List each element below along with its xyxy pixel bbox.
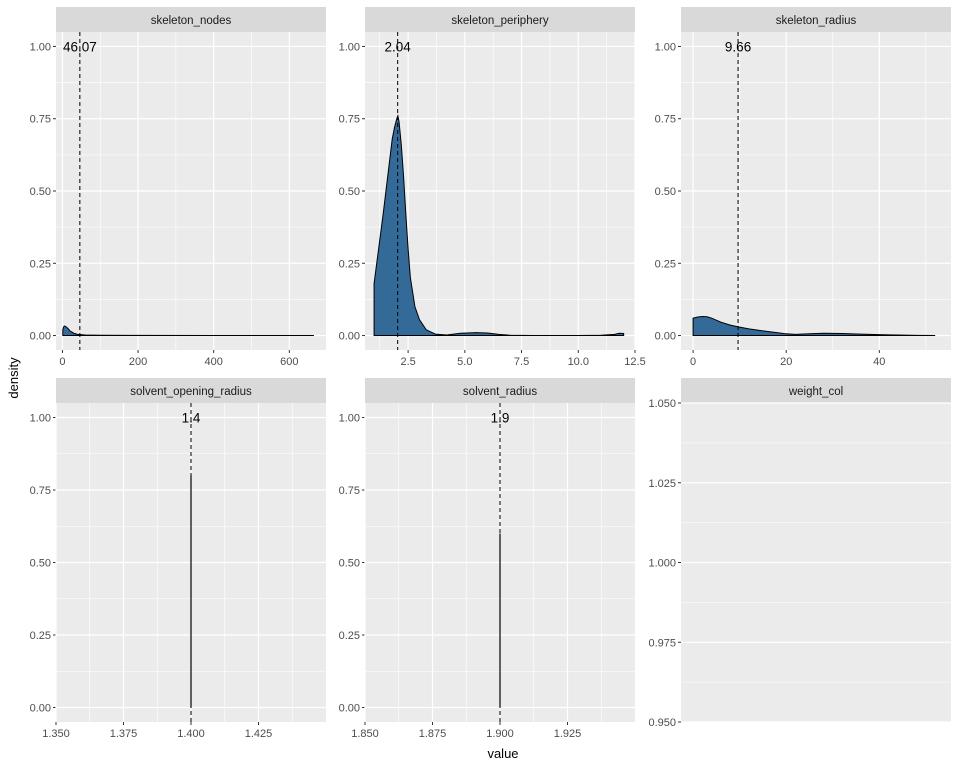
y-tick-label: 0.50 xyxy=(30,558,51,570)
y-tick-label: 0.25 xyxy=(655,258,676,270)
x-tick-label: 0 xyxy=(59,356,65,368)
y-tick-label: 0.00 xyxy=(655,331,676,343)
y-tick-label: 0.50 xyxy=(339,186,360,198)
y-tick-label: 0.25 xyxy=(339,630,360,642)
mean-label: 1.4 xyxy=(182,411,201,426)
x-tick-label: 1.375 xyxy=(110,728,138,740)
y-tick-label: 0.25 xyxy=(30,258,51,270)
x-axis-title: value xyxy=(487,746,518,761)
y-tick-label: 0.00 xyxy=(339,331,360,343)
facet-weight_col: weight_col 0.950 0.975 1.000 1.025 1.050 xyxy=(648,378,951,729)
mean-label: 2.04 xyxy=(385,39,412,54)
x-tick-label: 2.5 xyxy=(400,356,415,368)
y-axis-title: density xyxy=(6,357,21,399)
x-tick-label: 1.900 xyxy=(486,728,514,740)
y-tick-label: 1.00 xyxy=(655,41,676,53)
x-tick-label: 40 xyxy=(873,356,885,368)
facet-strip-label: skeleton_nodes xyxy=(151,15,232,27)
facet-skeleton_periphery: skeleton_periphery 0.00 0.25 0.50 0.75 1.00 2.… xyxy=(339,7,646,368)
facet-strip-label: weight_col xyxy=(788,386,843,398)
density-area xyxy=(692,315,936,337)
x-tick-label: 5.0 xyxy=(457,356,472,368)
x-tick-label: 7.5 xyxy=(514,356,529,368)
y-tick-label: 0.75 xyxy=(339,485,360,497)
mean-label: 1.9 xyxy=(491,411,510,426)
facet-strip xyxy=(365,7,635,32)
y-tick-label: 0.25 xyxy=(339,258,360,270)
y-tick-label: 1.050 xyxy=(648,398,676,410)
y-tick-label: 0.00 xyxy=(30,331,51,343)
density-area xyxy=(62,325,314,337)
facet-solvent_radius: solvent_radius 0.00 0.25 0.50 0.75 1.00 1.850 1… xyxy=(339,378,635,740)
x-tick-label: 20 xyxy=(780,356,792,368)
x-tick-label: 1.875 xyxy=(419,728,447,740)
x-tick-label: 200 xyxy=(129,356,147,368)
x-tick-label: 1.425 xyxy=(245,728,273,740)
y-tick-label: 0.50 xyxy=(30,186,51,198)
y-tick-label: 0.975 xyxy=(648,637,676,649)
facet-strip xyxy=(56,7,326,32)
facet-skeleton_nodes: skeleton_nodes 0.00 0.25 0.50 0.75 1.00 0 200 40… xyxy=(30,7,326,368)
x-tick-label: 1.400 xyxy=(177,728,205,740)
y-tick-label: 1.000 xyxy=(648,558,676,570)
facet-strip xyxy=(365,378,635,403)
x-tick-label: 400 xyxy=(205,356,223,368)
x-tick-label: 600 xyxy=(280,356,298,368)
y-tick-label: 0.75 xyxy=(655,114,676,126)
facet-strip-label: skeleton_periphery xyxy=(451,15,548,27)
y-tick-label: 0.25 xyxy=(30,630,51,642)
facet-strip xyxy=(681,7,951,32)
y-tick-label: 1.00 xyxy=(339,413,360,425)
y-tick-label: 0.75 xyxy=(30,114,51,126)
facet-strip-label: solvent_opening_radius xyxy=(130,386,252,398)
y-tick-label: 0.50 xyxy=(339,558,360,570)
facet-skeleton_radius: skeleton_radius 0.00 0.25 0.50 0.75 1.00 0 20 40… xyxy=(655,7,951,368)
facet-strip xyxy=(56,378,326,403)
mean-label: 9.66 xyxy=(725,39,751,54)
y-tick-label: 1.00 xyxy=(30,413,51,425)
mean-label: 46.07 xyxy=(63,39,97,54)
density-area xyxy=(373,114,625,337)
y-tick-label: 0.00 xyxy=(30,703,51,715)
y-tick-label: 0.75 xyxy=(339,114,360,126)
y-tick-label: 0.75 xyxy=(30,485,51,497)
facet-strip xyxy=(681,378,951,403)
y-tick-label: 0.50 xyxy=(655,186,676,198)
facet-strip-label: skeleton_radius xyxy=(776,15,857,27)
x-tick-label: 1.350 xyxy=(42,728,70,740)
x-tick-label: 0 xyxy=(690,356,696,368)
y-tick-label: 0.950 xyxy=(648,717,676,729)
x-tick-label: 1.850 xyxy=(351,728,379,740)
x-tick-label: 10.0 xyxy=(568,356,589,368)
facet-strip-label: solvent_radius xyxy=(463,386,537,398)
facet-solvent_opening_radius: solvent_opening_radius 0.00 0.25 0.50 0.75 1.… xyxy=(30,378,326,740)
x-tick-label: 1.925 xyxy=(554,728,582,740)
y-tick-label: 0.00 xyxy=(339,703,360,715)
y-tick-label: 1.00 xyxy=(30,41,51,53)
y-tick-label: 1.025 xyxy=(648,478,676,490)
x-tick-label: 12.5 xyxy=(624,356,645,368)
y-tick-label: 1.00 xyxy=(339,41,360,53)
